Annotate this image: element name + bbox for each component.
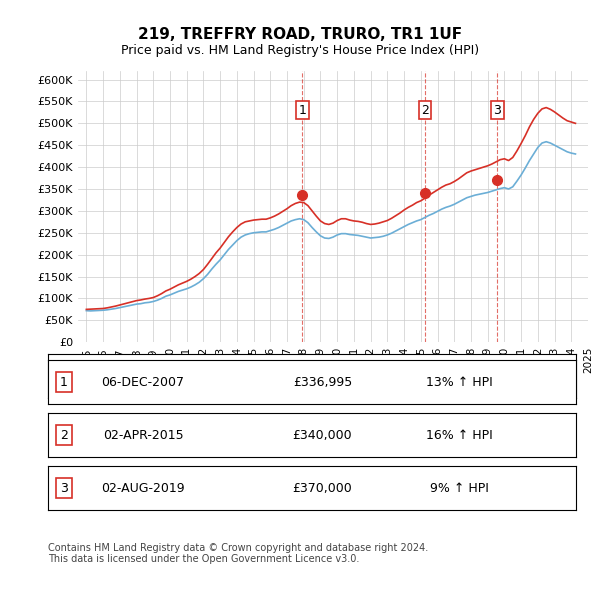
Text: £340,000: £340,000	[293, 428, 352, 442]
Text: 219, TREFFRY ROAD, TRURO, TR1 1UF (detached house): 219, TREFFRY ROAD, TRURO, TR1 1UF (detac…	[88, 362, 401, 371]
Text: 9% ↑ HPI: 9% ↑ HPI	[430, 481, 489, 495]
Text: £370,000: £370,000	[293, 481, 352, 495]
Text: 1: 1	[60, 375, 68, 389]
Text: 13% ↑ HPI: 13% ↑ HPI	[427, 375, 493, 389]
Text: 16% ↑ HPI: 16% ↑ HPI	[427, 428, 493, 442]
Text: HPI: Average price, detached house, Cornwall: HPI: Average price, detached house, Corn…	[88, 382, 342, 392]
Text: 2: 2	[421, 104, 429, 117]
Text: Contains HM Land Registry data © Crown copyright and database right 2024.
This d: Contains HM Land Registry data © Crown c…	[48, 543, 428, 565]
Text: £336,995: £336,995	[293, 375, 352, 389]
Text: 219, TREFFRY ROAD, TRURO, TR1 1UF: 219, TREFFRY ROAD, TRURO, TR1 1UF	[138, 27, 462, 41]
Text: 06-DEC-2007: 06-DEC-2007	[101, 375, 185, 389]
Text: Price paid vs. HM Land Registry's House Price Index (HPI): Price paid vs. HM Land Registry's House …	[121, 44, 479, 57]
Text: 2: 2	[60, 428, 68, 442]
Text: 02-APR-2015: 02-APR-2015	[103, 428, 184, 442]
Text: 3: 3	[493, 104, 502, 117]
Text: 1: 1	[298, 104, 306, 117]
Text: 3: 3	[60, 481, 68, 495]
Text: 02-AUG-2019: 02-AUG-2019	[101, 481, 185, 495]
